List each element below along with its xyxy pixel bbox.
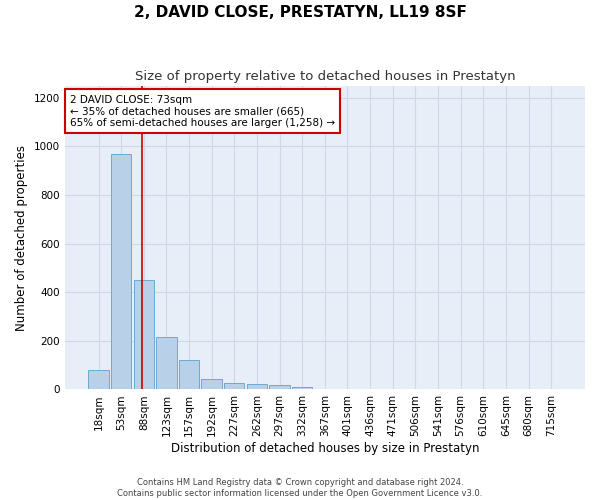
Bar (156, 337, 176, 390)
Bar (269, 384, 290, 390)
Bar (202, 378, 222, 390)
Bar (88, 370, 109, 390)
Bar (292, 386, 313, 390)
Bar (224, 384, 244, 390)
Bar (179, 360, 199, 390)
Y-axis label: Number of detached properties: Number of detached properties (15, 144, 28, 330)
X-axis label: Distribution of detached houses by size in Prestatyn: Distribution of detached houses by size … (170, 442, 479, 455)
Text: 2 DAVID CLOSE: 73sqm
← 35% of detached houses are smaller (665)
65% of semi-deta: 2 DAVID CLOSE: 73sqm ← 35% of detached h… (70, 94, 335, 128)
Bar (111, 154, 131, 390)
Text: Contains HM Land Registry data © Crown copyright and database right 2024.
Contai: Contains HM Land Registry data © Crown c… (118, 478, 482, 498)
Title: Size of property relative to detached houses in Prestatyn: Size of property relative to detached ho… (134, 70, 515, 83)
Text: 2, DAVID CLOSE, PRESTATYN, LL19 8SF: 2, DAVID CLOSE, PRESTATYN, LL19 8SF (134, 5, 466, 20)
Bar (134, 280, 154, 390)
Bar (247, 384, 267, 390)
